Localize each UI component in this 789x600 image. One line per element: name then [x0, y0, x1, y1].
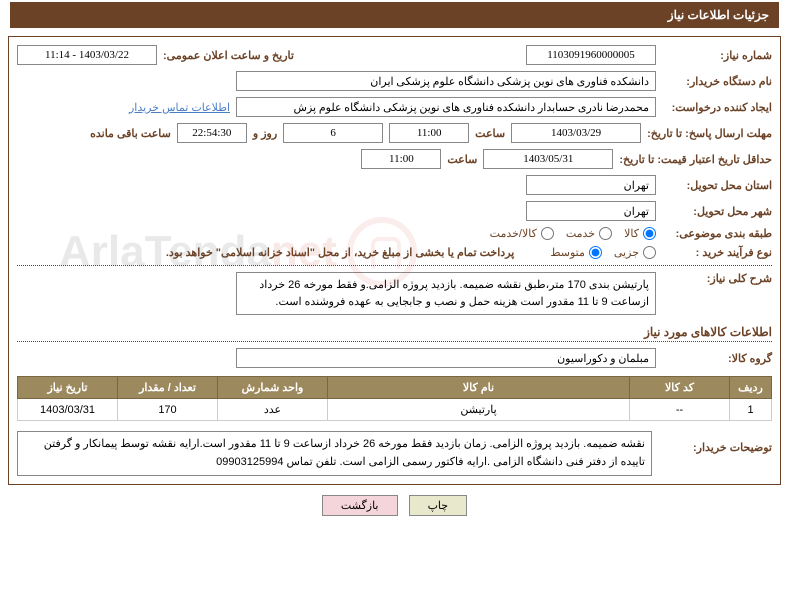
province-label: استان محل تحویل: — [662, 179, 772, 192]
process-radio-group: جزیی متوسط — [550, 246, 656, 259]
time-remain-suffix: ساعت باقی مانده — [90, 127, 171, 140]
need-number-label: شماره نیاز: — [662, 49, 772, 62]
goods-group-field[interactable] — [236, 348, 656, 368]
days-remain-field — [283, 123, 383, 143]
th-date: تاریخ نیاز — [18, 377, 118, 399]
th-unit: واحد شمارش — [218, 377, 328, 399]
validity-date-field[interactable] — [483, 149, 613, 169]
radio-both[interactable]: کالا/خدمت — [490, 227, 554, 240]
th-row: ردیف — [730, 377, 772, 399]
days-and-label: روز و — [253, 127, 277, 140]
province-field[interactable] — [526, 175, 656, 195]
creator-field[interactable] — [236, 97, 656, 117]
deadline-send-label: مهلت ارسال پاسخ: تا تاریخ: — [647, 127, 772, 140]
time-label-2: ساعت — [447, 153, 477, 166]
creator-label: ایجاد کننده درخواست: — [662, 101, 772, 114]
process-label: نوع فرآیند خرید : — [662, 246, 772, 259]
announce-datetime-label: تاریخ و ساعت اعلان عمومی: — [163, 49, 294, 62]
buyer-contact-link[interactable]: اطلاعات تماس خریدار — [129, 101, 230, 114]
validity-label: حداقل تاریخ اعتبار قیمت: تا تاریخ: — [619, 153, 772, 166]
city-field[interactable] — [526, 201, 656, 221]
buyer-notes-label: توضیحات خریدار: — [662, 431, 772, 454]
buyer-notes-box: نقشه ضمیمه. بازدید پروژه الزامی. زمان با… — [17, 431, 652, 476]
main-panel: ArlaTendanet شماره نیاز: تاریخ و ساعت اع… — [8, 36, 781, 485]
back-button[interactable]: بازگشت — [322, 495, 398, 516]
radio-partial[interactable]: جزیی — [614, 246, 656, 259]
general-desc-label: شرح کلی نیاز: — [662, 272, 772, 285]
city-label: شهر محل تحویل: — [662, 205, 772, 218]
print-button[interactable]: چاپ — [409, 495, 468, 516]
time-remain-field — [177, 123, 247, 143]
page-title: جزئیات اطلاعات نیاز — [10, 4, 779, 26]
buyer-org-label: نام دستگاه خریدار: — [662, 75, 772, 88]
th-name: نام کالا — [328, 377, 630, 399]
need-number-field[interactable] — [526, 45, 656, 65]
goods-group-label: گروه کالا: — [662, 352, 772, 365]
radio-medium[interactable]: متوسط — [550, 246, 602, 259]
button-row: چاپ بازگشت — [0, 495, 789, 516]
announce-datetime-field[interactable] — [17, 45, 157, 65]
deadline-send-time-field[interactable] — [389, 123, 469, 143]
general-desc-box: پارتیشن بندی 170 متر،طبق نقشه ضمیمه. باز… — [236, 272, 656, 315]
buyer-org-field[interactable] — [236, 71, 656, 91]
goods-table: ردیف کد کالا نام کالا واحد شمارش تعداد /… — [17, 376, 772, 421]
table-row: 1 -- پارتیشن عدد 170 1403/03/31 — [18, 399, 772, 421]
time-label-1: ساعت — [475, 127, 505, 140]
th-qty: تعداد / مقدار — [118, 377, 218, 399]
radio-service[interactable]: خدمت — [566, 227, 612, 240]
deadline-send-date-field[interactable] — [511, 123, 641, 143]
category-label: طبقه بندی موضوعی: — [662, 227, 772, 240]
goods-section-title: اطلاعات کالاهای مورد نیاز — [17, 325, 772, 342]
th-code: کد کالا — [630, 377, 730, 399]
category-radio-group: کالا خدمت کالا/خدمت — [490, 227, 656, 240]
payment-note: پرداخت تمام یا بخشی از مبلغ خرید، از محل… — [166, 246, 514, 259]
radio-goods[interactable]: کالا — [624, 227, 656, 240]
validity-time-field[interactable] — [361, 149, 441, 169]
